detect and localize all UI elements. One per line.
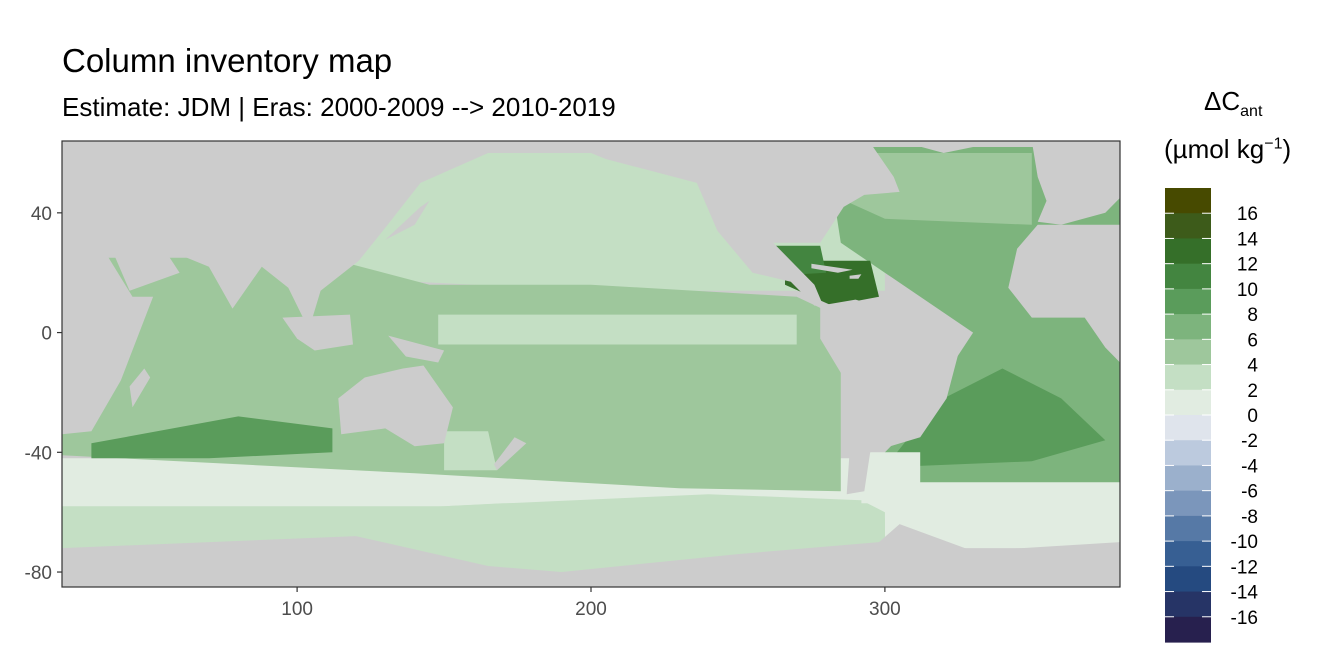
land-japan	[385, 200, 430, 240]
land-greenland	[899, 141, 1003, 153]
legend-swatch	[1165, 616, 1211, 643]
ocean-region-subpolar-band	[62, 494, 885, 549]
legend-title-main: ΔC	[1204, 86, 1241, 116]
legend-label: -10	[1231, 532, 1258, 553]
ocean-region-tasman-sea	[444, 431, 497, 471]
land-new-guinea	[388, 335, 445, 363]
legend-label: -2	[1241, 431, 1258, 452]
legend-swatch	[1165, 515, 1211, 542]
x-tick-label: 200	[575, 599, 607, 620]
legend-label: -12	[1231, 557, 1258, 578]
legend-title: ΔCant	[1204, 86, 1262, 121]
y-tick-label: 40	[31, 204, 52, 225]
legend-label: -14	[1231, 583, 1259, 604]
legend-unit-suffix: )	[1282, 134, 1292, 164]
ocean-layer	[62, 147, 1120, 587]
x-axis: 100 200 300	[281, 587, 901, 620]
legend-swatch	[1165, 591, 1211, 618]
land-eurasia	[62, 141, 562, 330]
legend-label: 12	[1237, 255, 1258, 276]
legend-swatch	[1165, 364, 1211, 391]
land-antarctica	[62, 524, 1120, 587]
chart-subtitle: Estimate: JDM | Eras: 2000-2009 --> 2010…	[62, 92, 616, 122]
legend-swatch	[1165, 490, 1211, 517]
legend-swatch	[1165, 188, 1211, 214]
land-madagascar	[129, 368, 151, 408]
legend-swatch	[1165, 263, 1211, 290]
land-south-america	[820, 299, 959, 495]
y-tick-label: 0	[41, 324, 52, 345]
land-new-zealand	[494, 437, 527, 471]
legend-unit: (µmol kg−1)	[1164, 134, 1291, 165]
land-africa-east	[1008, 224, 1120, 363]
x-tick-label: 300	[869, 599, 901, 620]
legend-label: 4	[1247, 356, 1258, 377]
legend-label: 14	[1237, 229, 1259, 250]
legend-swatch	[1165, 415, 1211, 441]
legend-swatch	[1165, 541, 1211, 567]
legend-swatch	[1165, 440, 1211, 467]
legend-swatch	[1165, 465, 1211, 492]
legend-label: 0	[1247, 406, 1258, 427]
legend-swatch	[1165, 213, 1211, 240]
legend-color-bar	[1165, 188, 1211, 643]
legend-label: -6	[1241, 482, 1258, 503]
land-cuba	[811, 263, 853, 273]
ocean-region-southwest-atlantic-shelf	[861, 452, 921, 504]
legend-swatch	[1165, 238, 1211, 265]
y-tick-label: -40	[25, 443, 52, 464]
ocean-region-equatorial-pacific	[438, 314, 797, 345]
legend-label: 10	[1237, 280, 1258, 301]
legend-label: 16	[1237, 204, 1258, 225]
land-borneo-sumatra	[282, 314, 353, 351]
legend-label: -8	[1241, 507, 1258, 528]
land-layer	[62, 141, 1120, 587]
y-tick-label: -80	[25, 563, 52, 584]
legend-labels: 16 14 12 10 8 6 4 2 0 -2 -4 -6 -8 -10 -12 -14 -16	[1165, 204, 1258, 629]
land-africa	[62, 242, 154, 435]
land-arabia	[109, 242, 180, 291]
chart-title: Column inventory map	[62, 42, 393, 79]
legend-swatch	[1165, 389, 1211, 416]
legend-unit-prefix: (µmol kg	[1164, 134, 1265, 164]
legend-label: -16	[1231, 608, 1258, 629]
ocean-region-indian-ocean-southern-edge	[91, 416, 333, 459]
legend-swatch	[1165, 314, 1211, 340]
ocean-region-south-atlantic	[884, 368, 1106, 468]
legend-title-sub: ant	[1240, 103, 1263, 121]
legend-unit-sup: −1	[1264, 135, 1283, 153]
legend-label: -4	[1241, 456, 1258, 477]
legend-label: 2	[1247, 381, 1258, 402]
legend-label: 6	[1247, 330, 1258, 351]
legend-swatch	[1165, 339, 1211, 366]
legend-swatch	[1165, 566, 1211, 593]
x-tick-label: 100	[281, 599, 313, 620]
land-australia	[338, 365, 453, 447]
legend-label: 8	[1247, 305, 1258, 326]
land-hispaniola	[849, 274, 862, 279]
y-axis: 40 0 -40 -80	[25, 204, 62, 584]
land-north-america	[561, 141, 900, 306]
legend-swatch	[1165, 288, 1211, 315]
land-europe	[1031, 141, 1120, 225]
